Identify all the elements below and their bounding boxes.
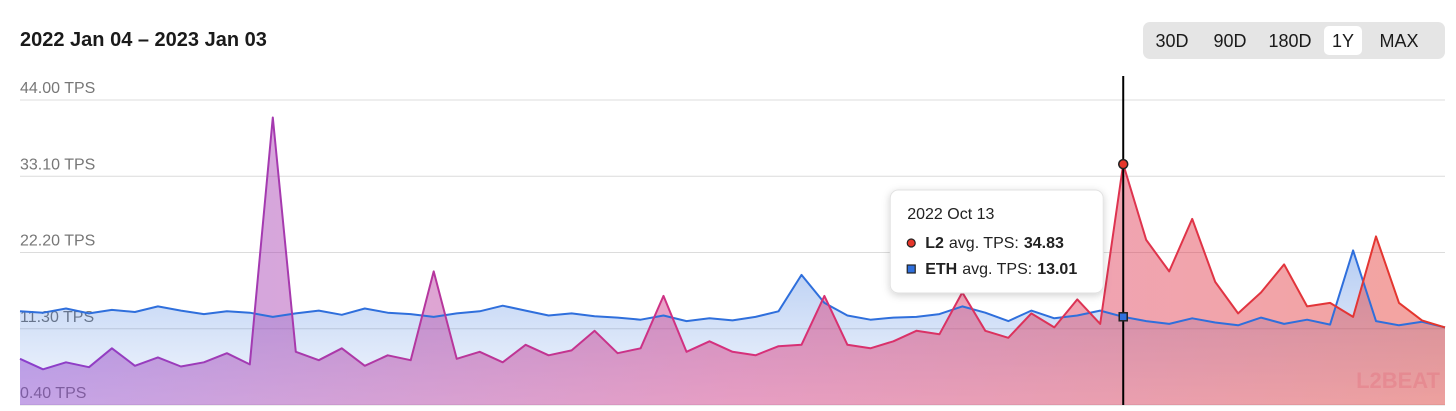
tooltip-series-name: L2 bbox=[925, 235, 944, 252]
y-tick-label: 33.10 TPS bbox=[20, 156, 95, 173]
tooltip-series-name: ETH bbox=[925, 261, 957, 278]
range-button[interactable]: 180D bbox=[1268, 31, 1311, 51]
range-button-selected[interactable] bbox=[1324, 26, 1362, 55]
chart-title: 2022 Jan 04 – 2023 Jan 03 bbox=[20, 29, 267, 51]
range-button[interactable]: 30D bbox=[1155, 31, 1188, 51]
tooltip-value: 13.01 bbox=[1037, 261, 1077, 278]
tooltip-box bbox=[889, 189, 1104, 294]
tooltip-eth-icon bbox=[906, 264, 916, 274]
l2-line bbox=[19, 116, 1446, 371]
range-selector bbox=[1143, 22, 1445, 59]
eth-line bbox=[19, 249, 1446, 329]
range-button[interactable]: MAX bbox=[1379, 31, 1418, 51]
controls: L2BEAT30D90D180D1YMAX1Y bbox=[1143, 22, 1445, 393]
lines bbox=[19, 116, 1446, 371]
tooltip-label: avg. TPS: bbox=[962, 261, 1032, 278]
y-tick-label: 44.00 TPS bbox=[20, 80, 95, 97]
l2-area bbox=[20, 117, 1445, 405]
tooltip-row: L2 avg. TPS: 34.83 bbox=[925, 235, 1064, 252]
l2-hover-point bbox=[1117, 158, 1129, 170]
watermark: L2BEAT bbox=[1356, 368, 1440, 393]
tooltip-value: 34.83 bbox=[1024, 235, 1064, 252]
hover: 2022 Oct 13 L2 avg. TPS: 34.83 ETH avg. TPS: 1… bbox=[889, 76, 1129, 405]
tooltip-label: avg. TPS: bbox=[949, 235, 1019, 252]
range-button[interactable]: 90D bbox=[1213, 31, 1246, 51]
eth-hover-point bbox=[1118, 312, 1128, 322]
range-button[interactable]: 1Y bbox=[1332, 31, 1354, 51]
tooltip: 2022 Oct 13 L2 avg. TPS: 34.83 ETH avg. TPS: 1… bbox=[889, 189, 1104, 294]
tooltip-row: ETH avg. TPS: 13.01 bbox=[925, 261, 1077, 278]
tooltip-date: 2022 Oct 13 bbox=[907, 206, 994, 223]
tooltip-l2-icon bbox=[906, 238, 916, 248]
y-tick-label: 22.20 TPS bbox=[20, 233, 95, 250]
areas bbox=[20, 117, 1445, 405]
